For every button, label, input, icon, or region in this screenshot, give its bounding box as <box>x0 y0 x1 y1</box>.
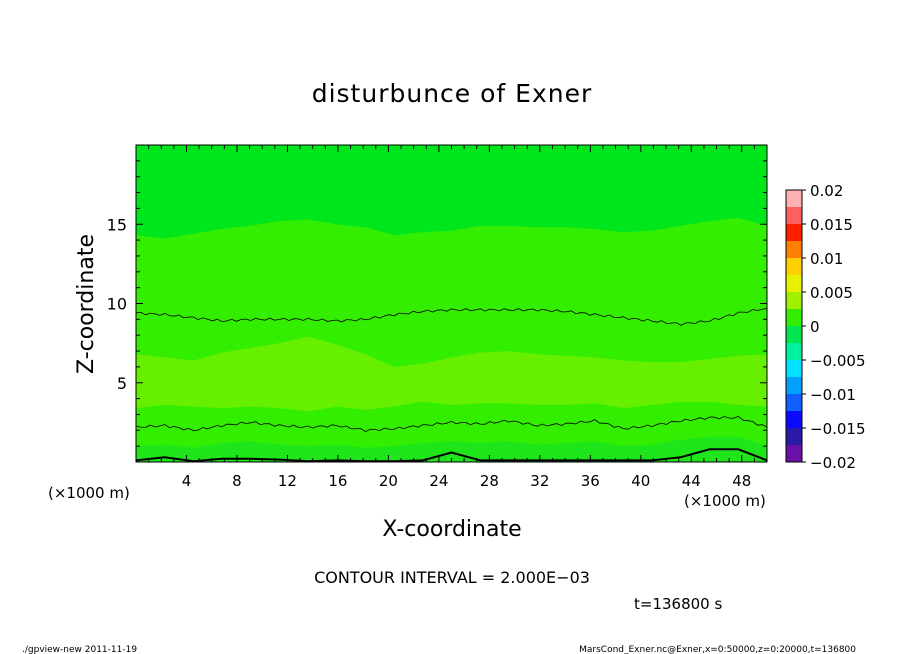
x-unit-label-left: (×1000 m) <box>48 484 130 502</box>
colorbar-tick-label: 0.02 <box>810 182 843 200</box>
colorbar-tick-label: −0.02 <box>810 454 856 472</box>
x-tick-label: 44 <box>682 472 701 490</box>
field-band-core <box>136 145 767 239</box>
colorbar <box>785 189 803 463</box>
colorbar-level <box>786 411 802 428</box>
x-tick-label: 8 <box>232 472 242 490</box>
x-tick-label: 36 <box>581 472 600 490</box>
colorbar-level <box>786 224 802 241</box>
x-axis-label: X-coordinate <box>382 517 521 542</box>
contour-interval-text: CONTOUR INTERVAL = 2.000E−03 <box>314 568 590 587</box>
y-tick-label: 5 <box>117 374 127 393</box>
x-tick-label: 12 <box>278 472 297 490</box>
colorbar-tick-label: 0.015 <box>810 216 853 234</box>
x-unit-label-right: (×1000 m) <box>684 492 766 510</box>
field-lower-band <box>136 336 767 412</box>
footer-right: MarsCond_Exner.nc@Exner,x=0:50000,z=0:20… <box>579 645 856 654</box>
x-tick-label: 48 <box>732 472 751 490</box>
x-tick-label: 4 <box>182 472 192 490</box>
colorbar-level <box>786 326 802 343</box>
colorbar-tick-label: 0 <box>810 318 820 336</box>
colorbar-level <box>786 241 802 258</box>
x-tick-label: 16 <box>328 472 347 490</box>
colorbar-level <box>786 377 802 394</box>
x-tick-label: 40 <box>631 472 650 490</box>
colorbar-level <box>786 445 802 462</box>
colorbar-level <box>786 292 802 309</box>
colorbar-ticks: 0.02 0.015 0.01 0.005 0 −0.005 −0.01 −0.015 −0.0… <box>802 182 866 472</box>
x-tick-label: 28 <box>480 472 499 490</box>
colorbar-tick-label: −0.015 <box>810 420 866 438</box>
y-tick-label: 15 <box>107 215 127 234</box>
contour-line-surface <box>136 448 767 462</box>
contour-lines <box>136 307 767 462</box>
time-label: t=136800 s <box>634 595 722 613</box>
x-axis-ticks: 4 8 12 16 20 24 28 32 36 40 44 48 <box>135 145 768 490</box>
chart-title: disturbunce of Exner <box>312 79 593 108</box>
colorbar-level <box>786 275 802 292</box>
colorbar-tick-label: −0.005 <box>810 352 866 370</box>
contour-line <box>136 415 767 433</box>
colorbar-tick-label: −0.01 <box>810 386 856 404</box>
x-tick-label: 32 <box>530 472 549 490</box>
y-axis-ticks: 5 10 15 <box>107 144 767 463</box>
plot-area <box>136 145 767 462</box>
colorbar-tick-label: 0.01 <box>810 250 843 268</box>
contour-line <box>136 307 767 326</box>
colorbar-level <box>786 360 802 377</box>
colorbar-level <box>786 428 802 445</box>
y-axis-label: Z-coordinate <box>74 234 99 374</box>
colorbar-level <box>786 207 802 224</box>
y-tick-label: 10 <box>107 295 127 314</box>
colorbar-level <box>786 343 802 360</box>
field-surface-band <box>136 436 767 462</box>
colorbar-level <box>786 394 802 411</box>
colorbar-level <box>786 309 802 326</box>
colorbar-level <box>786 190 802 207</box>
footer-left: ./gpview-new 2011-11-19 <box>22 645 137 654</box>
colorbar-tick-label: 0.005 <box>810 284 853 302</box>
x-tick-label: 24 <box>429 472 448 490</box>
colorbar-level <box>786 258 802 275</box>
x-tick-label: 20 <box>379 472 398 490</box>
